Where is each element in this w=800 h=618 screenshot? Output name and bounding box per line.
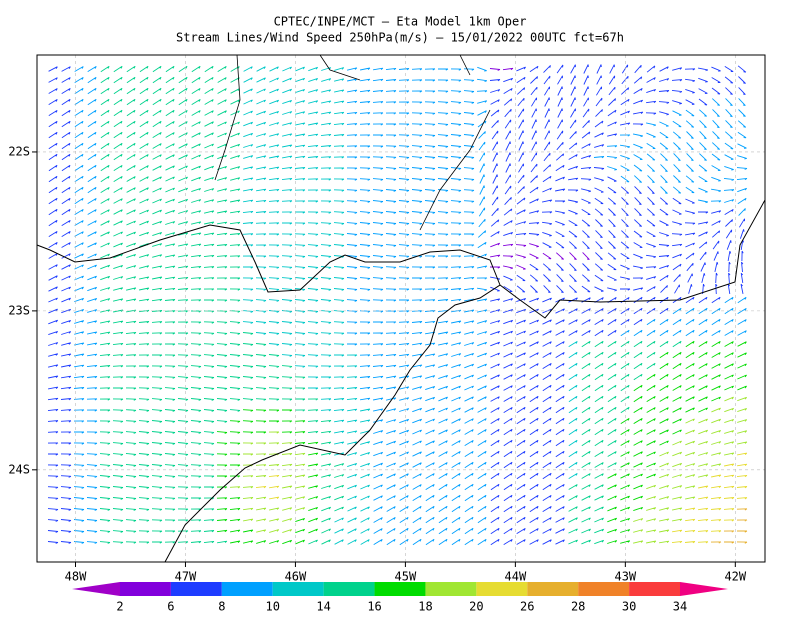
colorbar-label: 30 — [622, 600, 636, 614]
subtitle: Stream Lines/Wind Speed 250hPa(m/s) — 15… — [176, 31, 624, 45]
colorbar-label: 26 — [520, 600, 534, 614]
colorbar-label: 18 — [418, 600, 432, 614]
colorbar-label: 28 — [571, 600, 585, 614]
title: CPTEC/INPE/MCT — Eta Model 1km Oper — [274, 15, 527, 29]
y-tick-label: 24S — [8, 462, 30, 476]
streamline-field — [47, 64, 748, 546]
grid — [37, 55, 765, 562]
colorbar-box — [578, 582, 630, 596]
wind-arrows — [255, 452, 748, 544]
colorbar-box — [272, 582, 324, 596]
colorbar-label: 8 — [218, 600, 225, 614]
colorbar-box — [476, 582, 528, 596]
x-tick-label: 43W — [614, 570, 636, 584]
colorbar-label: 10 — [266, 600, 280, 614]
x-tick-label: 44W — [505, 570, 527, 584]
x-tick-label: 46W — [285, 570, 307, 584]
colorbar-box — [120, 582, 171, 596]
y-tick-label: 23S — [8, 303, 30, 317]
wind-arrows — [710, 508, 748, 544]
plot-frame — [36, 54, 766, 563]
state-borders — [214, 54, 491, 231]
colorbar-label: 2 — [116, 600, 123, 614]
colorbar-label: 20 — [469, 600, 483, 614]
colorbar-box — [374, 582, 426, 596]
colorbar-label: 6 — [167, 600, 174, 614]
wind-arrows — [99, 65, 682, 545]
y-tick-label: 22S — [8, 144, 30, 158]
colorbar-box — [629, 582, 680, 596]
colorbar-end — [72, 582, 120, 596]
axes: 48W 47W 46W 45W 44W 43W 42W 22S 23S 24S — [8, 144, 747, 583]
wind-arrows — [73, 66, 748, 546]
wind-arrows — [229, 396, 748, 544]
colorbar-box — [323, 582, 375, 596]
x-tick-label: 45W — [395, 570, 417, 584]
colorbar-box — [527, 582, 579, 596]
x-tick-label: 48W — [65, 570, 87, 584]
colorbar-end — [680, 582, 728, 596]
colorbar-label: 14 — [316, 600, 330, 614]
colorbar: 2 6 8 10 14 16 18 20 26 28 30 34 — [72, 582, 728, 614]
x-tick-label: 47W — [175, 570, 197, 584]
colorbar-box — [170, 582, 222, 596]
colorbar-box — [221, 582, 273, 596]
wind-arrows — [216, 340, 747, 545]
colorbar-box — [425, 582, 477, 596]
wind-arrows — [489, 67, 590, 270]
coastline — [36, 199, 766, 563]
colorbar-label: 34 — [673, 600, 687, 614]
colorbar-label: 16 — [367, 600, 381, 614]
x-tick-label: 42W — [724, 570, 746, 584]
